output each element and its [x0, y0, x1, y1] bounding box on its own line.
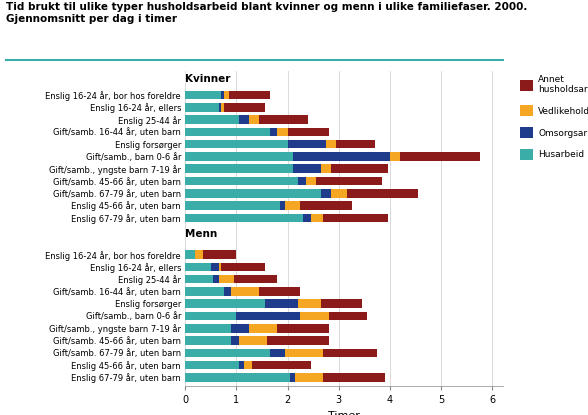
Bar: [278, 128, 288, 136]
Bar: [298, 177, 306, 185]
Bar: [270, 349, 285, 357]
Bar: [293, 152, 390, 161]
Bar: [185, 312, 236, 320]
Bar: [185, 275, 213, 283]
Bar: [280, 201, 285, 210]
Bar: [259, 287, 300, 296]
Bar: [221, 91, 223, 99]
Bar: [219, 263, 221, 271]
Bar: [288, 128, 329, 136]
Bar: [185, 177, 298, 185]
Bar: [321, 189, 331, 198]
Bar: [323, 214, 387, 222]
Bar: [185, 103, 219, 112]
Bar: [223, 91, 229, 99]
Bar: [223, 287, 231, 296]
Bar: [265, 300, 298, 308]
Bar: [185, 250, 195, 259]
Bar: [285, 349, 323, 357]
Bar: [400, 152, 480, 161]
Bar: [185, 263, 211, 271]
Bar: [223, 103, 265, 112]
Bar: [185, 373, 290, 382]
Bar: [239, 115, 249, 124]
Bar: [326, 140, 336, 149]
Bar: [185, 115, 239, 124]
Bar: [249, 115, 259, 124]
Bar: [185, 201, 280, 210]
Bar: [321, 164, 331, 173]
Bar: [290, 373, 295, 382]
Bar: [229, 91, 270, 99]
Bar: [295, 373, 323, 382]
Bar: [285, 201, 300, 210]
Text: Kvinner: Kvinner: [185, 74, 230, 84]
Bar: [288, 140, 326, 149]
Bar: [278, 324, 329, 332]
Bar: [185, 300, 265, 308]
Bar: [219, 103, 221, 112]
Bar: [336, 140, 375, 149]
Bar: [185, 287, 223, 296]
Bar: [221, 103, 223, 112]
Bar: [239, 336, 267, 345]
Bar: [185, 214, 303, 222]
Bar: [231, 336, 239, 345]
Bar: [185, 140, 288, 149]
Bar: [310, 214, 323, 222]
Bar: [329, 312, 367, 320]
Bar: [185, 336, 231, 345]
Bar: [323, 349, 377, 357]
Bar: [259, 115, 308, 124]
Bar: [239, 361, 244, 369]
Bar: [293, 164, 321, 173]
Bar: [185, 361, 239, 369]
Bar: [213, 275, 219, 283]
Bar: [185, 164, 293, 173]
Bar: [316, 177, 382, 185]
Bar: [252, 361, 310, 369]
Text: Menn: Menn: [185, 229, 218, 239]
Bar: [195, 250, 203, 259]
Bar: [219, 275, 234, 283]
Bar: [221, 263, 265, 271]
Bar: [323, 373, 385, 382]
Bar: [331, 189, 346, 198]
Bar: [185, 324, 231, 332]
Bar: [185, 189, 321, 198]
X-axis label: Timer: Timer: [328, 410, 360, 415]
Bar: [331, 164, 387, 173]
Bar: [203, 250, 236, 259]
Bar: [303, 214, 310, 222]
Bar: [244, 361, 252, 369]
Bar: [185, 152, 293, 161]
Bar: [185, 91, 221, 99]
Bar: [211, 263, 219, 271]
Bar: [390, 152, 400, 161]
Bar: [234, 275, 278, 283]
Bar: [185, 128, 270, 136]
Bar: [270, 128, 278, 136]
Text: Tid brukt til ulike typer husholdsarbeid blant kvinner og menn i ulike familiefa: Tid brukt til ulike typer husholdsarbeid…: [6, 2, 527, 24]
Bar: [300, 312, 329, 320]
Bar: [346, 189, 418, 198]
Bar: [236, 312, 300, 320]
Bar: [321, 300, 362, 308]
Bar: [298, 300, 321, 308]
Bar: [306, 177, 316, 185]
Bar: [185, 349, 270, 357]
Bar: [231, 324, 249, 332]
Bar: [300, 201, 352, 210]
Bar: [267, 336, 329, 345]
Bar: [249, 324, 278, 332]
Bar: [231, 287, 259, 296]
Legend: Annet
husholdsarbeid, Vedlikeholdsarbeid, Omsorgsarbeid, Husarbeid: Annet husholdsarbeid, Vedlikeholdsarbeid…: [520, 75, 588, 160]
